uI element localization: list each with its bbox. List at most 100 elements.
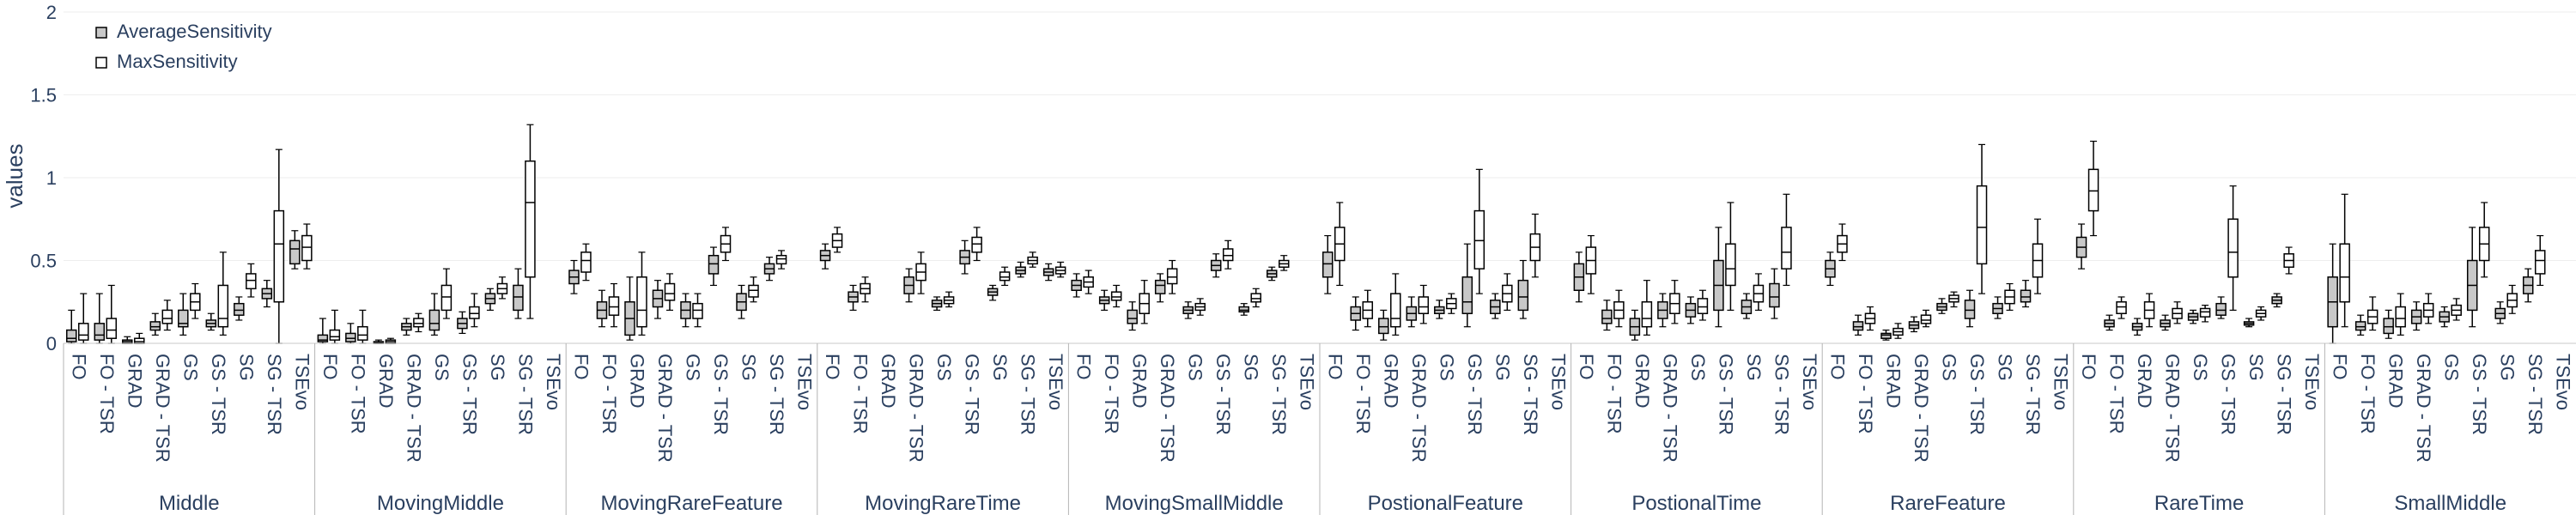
method-tick-label: SG bbox=[487, 354, 508, 381]
box-iqr bbox=[345, 332, 356, 342]
method-tick-label: GS - TSR bbox=[208, 354, 229, 435]
box-max-sensitivity bbox=[2534, 234, 2546, 287]
box-max-sensitivity bbox=[525, 124, 536, 319]
box-iqr bbox=[2395, 306, 2406, 328]
legend-swatch-avg[interactable] bbox=[95, 27, 107, 39]
group-label: MovingSmallMiddle bbox=[1105, 492, 1284, 515]
box-average-sensitivity bbox=[178, 293, 189, 336]
box-iqr bbox=[178, 309, 189, 328]
method-tick-label: GS bbox=[1436, 354, 1457, 381]
method-tick-label: GRAD bbox=[1129, 354, 1151, 409]
box-iqr bbox=[971, 236, 982, 253]
box-iqr bbox=[2087, 168, 2099, 212]
method-tick-label: TSEvo bbox=[543, 354, 564, 410]
box-max-sensitivity bbox=[106, 284, 118, 344]
legend-label-avg[interactable]: AverageSensitivity bbox=[117, 21, 272, 42]
box-max-sensitivity bbox=[664, 273, 676, 311]
method-tick-label: SG - TSR bbox=[264, 354, 285, 435]
box-max-sensitivity bbox=[1976, 143, 1988, 294]
box-average-sensitivity bbox=[1852, 314, 1864, 336]
box-average-sensitivity bbox=[1434, 300, 1445, 319]
box-iqr bbox=[1725, 243, 1736, 287]
box-average-sensitivity bbox=[1825, 251, 1836, 287]
box-average-sensitivity bbox=[2075, 223, 2087, 270]
method-tick-label: GS bbox=[179, 354, 201, 381]
box-average-sensitivity bbox=[2494, 301, 2506, 324]
legend[interactable]: AverageSensitivity MaxSensitivity bbox=[95, 21, 272, 72]
box-average-sensitivity bbox=[2020, 280, 2032, 308]
box-average-sensitivity bbox=[457, 311, 468, 335]
method-tick-label: FO - TSR bbox=[2357, 354, 2379, 434]
method-tick-label: GRAD - TSR bbox=[906, 354, 927, 463]
method-tick-label: GRAD - TSR bbox=[403, 354, 424, 463]
method-tick-label: GS - TSR bbox=[1464, 354, 1485, 435]
method-tick-label: FO bbox=[319, 354, 341, 380]
method-tick-label: SG - TSR bbox=[514, 354, 536, 435]
box-max-sensitivity bbox=[273, 148, 285, 344]
method-tick-label: GS - TSR bbox=[710, 354, 732, 435]
group-label: MovingRareTime bbox=[865, 492, 1021, 515]
box-iqr bbox=[66, 329, 77, 342]
box-max-sensitivity bbox=[1697, 289, 1709, 321]
box-average-sensitivity bbox=[1573, 251, 1585, 303]
box-max-sensitivity bbox=[161, 300, 173, 331]
box-max-sensitivity bbox=[469, 293, 480, 328]
group-label: RareFeature bbox=[1890, 492, 2006, 515]
method-tick-label: FO - TSR bbox=[1101, 354, 1122, 434]
box-average-sensitivity bbox=[2271, 293, 2282, 308]
box-max-sensitivity bbox=[301, 223, 313, 270]
method-tick-label: GRAD - TSR bbox=[2413, 354, 2434, 463]
method-tick-label: FO bbox=[1073, 354, 1095, 380]
box-max-sensitivity bbox=[2227, 185, 2239, 311]
method-tick-label: TSEvo bbox=[2301, 354, 2323, 410]
y-axis-title: values bbox=[2, 143, 27, 208]
grid-layer bbox=[64, 11, 2576, 261]
method-tick-label: SG - TSR bbox=[1771, 354, 1792, 435]
box-iqr bbox=[2020, 289, 2032, 303]
box-max-sensitivity bbox=[1110, 284, 1122, 308]
box-average-sensitivity bbox=[2187, 309, 2199, 324]
legend-swatch-max[interactable] bbox=[95, 57, 107, 69]
method-tick-label: TSEvo bbox=[794, 354, 816, 410]
method-tick-label: SG bbox=[2497, 354, 2518, 381]
box-max-sensitivity bbox=[1585, 234, 1597, 294]
method-tick-label: SG bbox=[1241, 354, 1262, 381]
box-iqr bbox=[1601, 309, 1613, 324]
group-label: PostionalFeature bbox=[1368, 492, 1523, 515]
box-max-sensitivity bbox=[720, 227, 732, 262]
box-max-sensitivity bbox=[2478, 202, 2490, 278]
method-tick-label: SG bbox=[1492, 354, 1513, 381]
box-average-sensitivity bbox=[2104, 314, 2115, 331]
method-tick-label: FO bbox=[822, 354, 843, 380]
method-tick-label: GS bbox=[431, 354, 453, 381]
box-average-sensitivity bbox=[819, 243, 831, 270]
method-tick-label: GRAD - TSR bbox=[654, 354, 676, 463]
box-iqr bbox=[149, 321, 161, 331]
box-iqr bbox=[1461, 276, 1473, 315]
box-max-sensitivity bbox=[1473, 168, 1485, 294]
method-tick-label: FO - TSR bbox=[1352, 354, 1374, 434]
box-max-sensitivity bbox=[329, 309, 341, 344]
box-iqr bbox=[1920, 314, 1932, 324]
method-tick-label: TSEvo bbox=[1799, 354, 1820, 410]
box-max-sensitivity bbox=[1669, 280, 1680, 324]
y-tick-label: 1.5 bbox=[30, 85, 57, 106]
box-average-sensitivity bbox=[708, 246, 720, 287]
method-tick-label: GRAD - TSR bbox=[1157, 354, 1178, 463]
box-average-sensitivity bbox=[1880, 329, 1892, 341]
legend-label-max[interactable]: MaxSensitivity bbox=[117, 51, 238, 72]
method-tick-label: GS bbox=[1185, 354, 1206, 381]
box-max-sensitivity bbox=[915, 251, 927, 294]
box-iqr bbox=[2339, 243, 2350, 303]
box-iqr bbox=[1378, 318, 1389, 335]
box-max-sensitivity bbox=[608, 282, 620, 328]
box-iqr bbox=[301, 234, 313, 262]
box-average-sensitivity bbox=[1629, 309, 1641, 341]
box-max-sensitivity bbox=[1027, 251, 1038, 268]
box-iqr bbox=[246, 273, 257, 290]
box-average-sensitivity bbox=[1964, 289, 1976, 328]
box-iqr bbox=[2383, 318, 2394, 335]
box-iqr bbox=[2534, 250, 2546, 275]
box-max-sensitivity bbox=[2199, 305, 2211, 323]
box-iqr bbox=[1517, 279, 1529, 312]
